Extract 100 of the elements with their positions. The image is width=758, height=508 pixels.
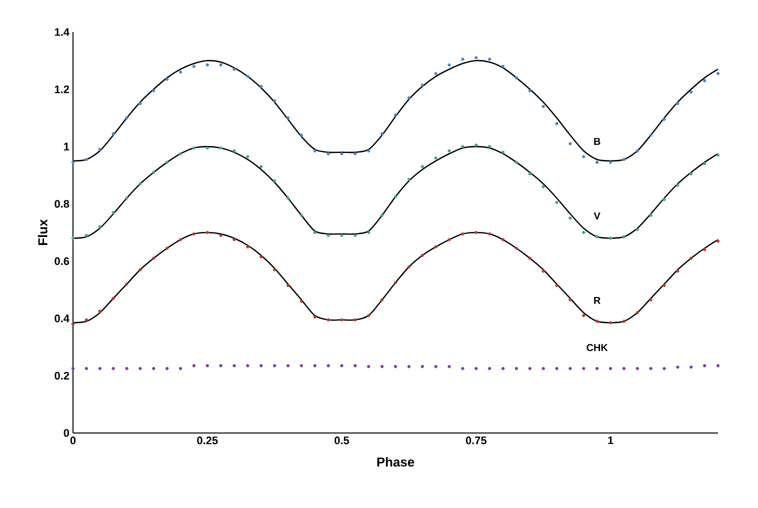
point <box>260 165 263 168</box>
point <box>178 152 182 156</box>
point <box>501 238 505 242</box>
point <box>84 234 88 237</box>
point <box>219 63 222 67</box>
point <box>260 255 263 258</box>
point <box>407 96 411 100</box>
point <box>286 364 290 368</box>
x-tick-label: 0 <box>70 436 76 444</box>
point <box>622 235 626 238</box>
point <box>568 216 572 220</box>
point <box>568 366 572 370</box>
point <box>582 314 586 318</box>
point <box>420 83 424 87</box>
point <box>272 364 276 368</box>
point <box>528 366 532 370</box>
point <box>542 185 545 188</box>
point <box>272 268 276 272</box>
point <box>367 149 370 152</box>
point <box>138 182 142 186</box>
y-tick-label: 1.2 <box>54 85 70 94</box>
point <box>313 364 316 368</box>
point <box>448 149 451 152</box>
point <box>608 366 612 370</box>
point <box>595 235 599 238</box>
point <box>407 178 411 182</box>
point <box>152 366 156 370</box>
point <box>461 366 464 370</box>
point <box>98 225 102 228</box>
point <box>112 210 115 214</box>
point <box>98 366 102 370</box>
point <box>542 366 545 370</box>
point <box>206 146 209 150</box>
point <box>474 230 478 234</box>
point <box>286 284 290 288</box>
x-tick-label: 1 <box>608 436 614 444</box>
point <box>394 281 398 284</box>
point <box>420 165 424 168</box>
point <box>354 152 357 156</box>
point <box>71 322 75 326</box>
point <box>514 246 518 250</box>
point <box>84 318 88 322</box>
point <box>690 366 693 369</box>
point <box>206 364 209 368</box>
point <box>300 364 304 368</box>
point <box>272 179 276 183</box>
point <box>528 172 532 176</box>
point <box>608 321 612 324</box>
point <box>152 170 156 174</box>
point <box>434 72 438 76</box>
point <box>434 364 438 368</box>
y-tick-label: 0.2 <box>54 372 70 380</box>
point <box>192 364 196 368</box>
x-tick-label: 0.25 <box>197 436 218 444</box>
y-tick-label: 0.4 <box>54 314 70 322</box>
series-label: R <box>594 296 600 304</box>
point <box>286 116 290 120</box>
point <box>125 116 128 120</box>
series-label: CHK <box>586 344 608 352</box>
point <box>582 230 586 234</box>
point <box>702 364 706 368</box>
point <box>98 310 102 313</box>
point <box>340 364 344 368</box>
point <box>622 158 626 162</box>
y-tick-label: 0.8 <box>54 200 70 208</box>
point <box>84 366 88 370</box>
point <box>138 102 142 106</box>
point <box>582 366 586 370</box>
point <box>474 144 478 147</box>
point <box>138 268 142 272</box>
point <box>178 238 182 242</box>
point <box>555 284 558 288</box>
point <box>690 90 693 94</box>
x-tick-label: 0.5 <box>334 436 350 444</box>
point <box>192 146 196 150</box>
point <box>71 236 75 240</box>
point <box>555 122 558 126</box>
point <box>152 89 156 92</box>
point <box>192 64 196 68</box>
point <box>501 150 505 154</box>
y-tick-label: 1.4 <box>54 28 70 36</box>
point <box>232 364 236 368</box>
point <box>474 366 478 370</box>
point <box>448 63 451 67</box>
point <box>125 366 128 370</box>
point <box>420 364 424 368</box>
point <box>649 366 652 370</box>
point <box>407 364 411 368</box>
point <box>192 232 196 236</box>
point <box>542 104 545 108</box>
point <box>702 79 706 82</box>
point <box>582 155 586 158</box>
point <box>246 155 250 158</box>
point <box>272 99 276 102</box>
point <box>152 256 156 260</box>
point <box>260 84 263 88</box>
point <box>367 364 370 368</box>
x-axis-title: Phase <box>377 457 414 467</box>
point <box>595 160 599 164</box>
point <box>488 58 492 61</box>
